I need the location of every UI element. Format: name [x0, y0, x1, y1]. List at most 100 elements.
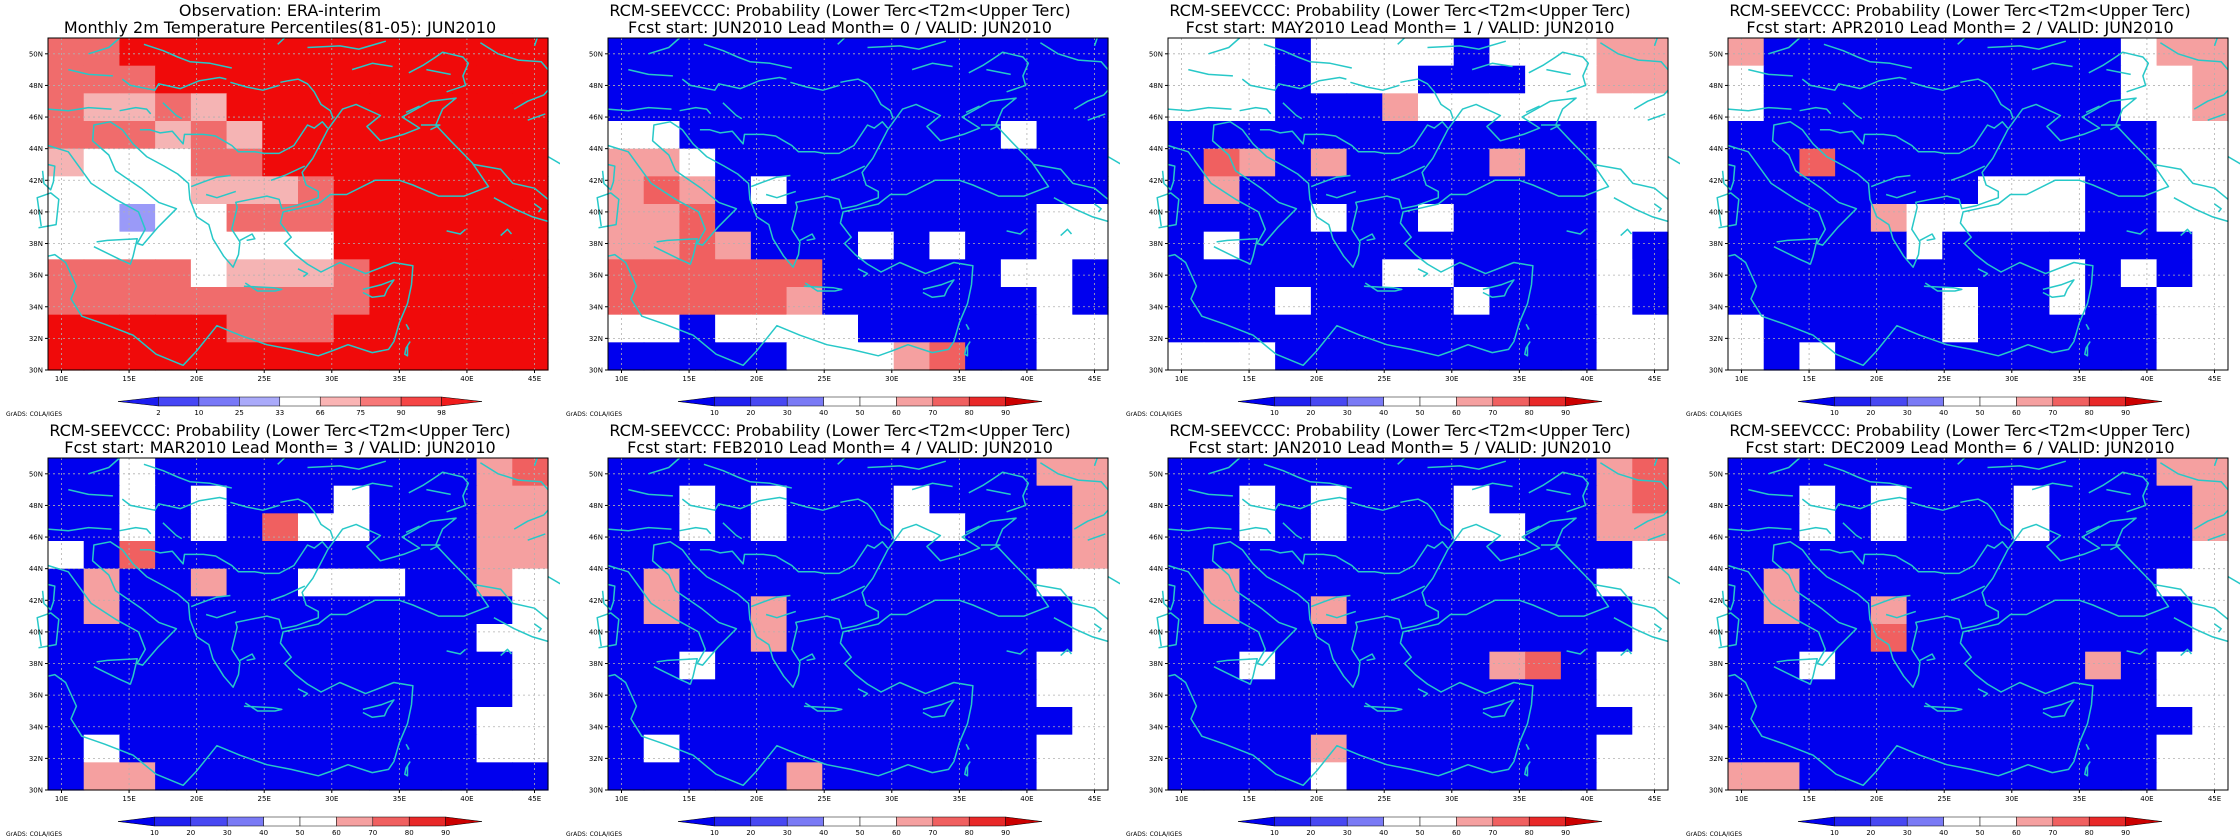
colorbar-label: 80: [2085, 829, 2094, 837]
grid-cell: [1525, 679, 1562, 708]
lat-tick-label: 42N: [1149, 177, 1163, 185]
grid-cell: [822, 624, 859, 653]
lat-tick-label: 40N: [29, 628, 43, 636]
grid-cell: [2049, 38, 2086, 67]
grid-cell: [369, 458, 406, 487]
grid-cell: [1346, 148, 1383, 177]
panel-title-line2: Fcst start: JUN2010 Lead Month= 0 / VALI…: [628, 18, 1052, 37]
grid-cell: [1525, 485, 1562, 514]
grid-cell: [512, 541, 549, 570]
grid-cell: [226, 679, 263, 708]
grid-cell: [1072, 148, 1109, 177]
panel-title-line2: Fcst start: JAN2010 Lead Month= 5 / VALI…: [1188, 438, 1612, 457]
grid-cell: [83, 121, 121, 150]
grid-cell: [893, 287, 931, 316]
grid-cell: [965, 568, 1002, 597]
grid-cell: [822, 596, 859, 625]
grid-cell: [608, 762, 645, 791]
grid-cell: [929, 651, 966, 680]
grid-cell: [929, 762, 966, 791]
grid-cell: [1525, 65, 1562, 94]
grid-cell: [119, 679, 156, 708]
grid-cell: [2192, 259, 2229, 288]
colorbar-label: 30: [783, 829, 792, 837]
grid-cell: [1036, 259, 1073, 288]
lon-tick-label: 45E: [1648, 375, 1661, 383]
grid-cell: [608, 204, 645, 233]
grid-cell: [786, 148, 823, 177]
colorbar-label: 70: [1488, 829, 1497, 837]
grid-cell: [2013, 624, 2051, 653]
grid-cell: [2120, 176, 2158, 205]
grid-cell: [476, 287, 513, 316]
grid-cell: [476, 679, 513, 708]
grid-cell: [1000, 287, 1038, 316]
grid-cell: [1072, 176, 1109, 205]
grid-cell: [715, 651, 752, 680]
grid-cell: [2085, 65, 2122, 94]
grid-cell: [476, 707, 513, 736]
grid-cell: [190, 148, 228, 177]
grid-cell: [1596, 596, 1633, 625]
grid-cell: [119, 176, 156, 205]
grid-cell: [226, 259, 263, 288]
grid-cell: [476, 231, 513, 260]
grid-cell: [1835, 679, 1872, 708]
grid-cell: [1000, 485, 1038, 514]
grid-cell: [679, 458, 716, 487]
grid-cell: [2120, 121, 2158, 150]
grid-cell: [1978, 485, 2015, 514]
map-panel-lead4: RCM-SEEVCCC: Probability (Lower Terc<T2m…: [560, 420, 1120, 840]
grid-cell: [512, 176, 549, 205]
grid-cell: [608, 624, 645, 653]
grid-cell: [1942, 231, 1979, 260]
grid-cell: [2192, 342, 2229, 371]
grid-cell: [476, 596, 513, 625]
grid-cell: [1453, 707, 1491, 736]
grid-cell: [1560, 231, 1598, 260]
grid-cell: [1382, 259, 1419, 288]
grid-cell: [643, 485, 681, 514]
colorbar-label: 50: [1976, 829, 1985, 837]
lat-tick-label: 46N: [1709, 534, 1723, 542]
lon-tick-label: 10E: [1735, 375, 1748, 383]
grid-cell: [1632, 458, 1669, 487]
lat-tick-label: 36N: [29, 692, 43, 700]
colorbar: 10 20 30 40 50 60 70 80 90: [117, 816, 483, 837]
grid-cell: [750, 287, 788, 316]
grid-cell: [48, 231, 85, 260]
grid-cell: [643, 148, 681, 177]
grid-cell: [1728, 568, 1765, 597]
grid-cell: [83, 762, 121, 791]
grid-cell: [1560, 342, 1598, 371]
temperature-map: 10E 15E 20E 25E 30E 35E 40E 45E 30N 32N 34N 36N 38N 4…: [1686, 457, 2240, 838]
grid-cell: [369, 38, 406, 67]
lon-tick-label: 30E: [885, 375, 898, 383]
colorbar-label: 50: [856, 829, 865, 837]
grads-credit: GrADS: COLA/IGES: [1686, 831, 1742, 838]
grid-cell: [1942, 259, 1979, 288]
lon-tick-label: 10E: [55, 375, 68, 383]
grid-cell: [512, 231, 549, 260]
panel-title-line1: RCM-SEEVCCC: Probability (Lower Terc<T2m…: [49, 421, 511, 440]
grid-cell: [1728, 121, 1765, 150]
grid-cell: [1453, 204, 1491, 233]
grid-cell: [1036, 624, 1073, 653]
grid-cell: [1942, 204, 1979, 233]
grid-cell: [333, 121, 371, 150]
lat-tick-label: 50N: [1149, 50, 1163, 58]
colorbar-label: 10: [1830, 829, 1839, 837]
grid-cell: [1203, 287, 1241, 316]
grid-cell: [1203, 65, 1241, 94]
grid-cell: [1275, 204, 1312, 233]
grid-cell: [440, 458, 478, 487]
grid-cell: [155, 231, 192, 260]
colorbar-label: 60: [1452, 829, 1461, 837]
grid-cell: [1906, 458, 1943, 487]
grid-cell: [1835, 259, 1872, 288]
grid-cell: [2156, 121, 2193, 150]
grid-cell: [786, 287, 823, 316]
coastlines: [596, 457, 1120, 787]
grid-cell: [440, 568, 478, 597]
colorbar-label: 70: [928, 829, 937, 837]
